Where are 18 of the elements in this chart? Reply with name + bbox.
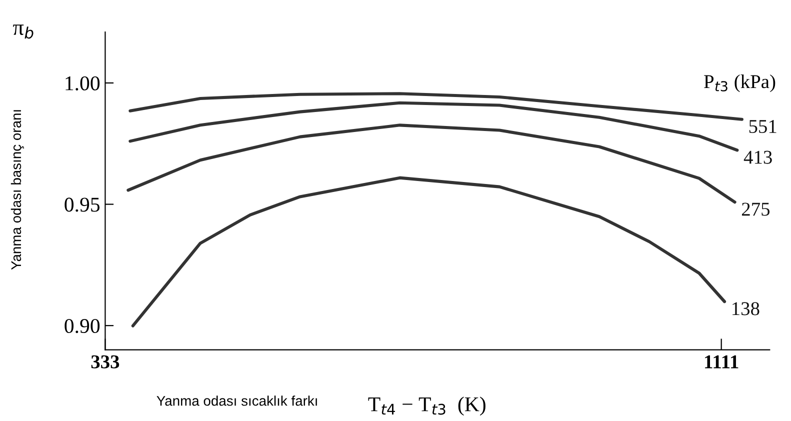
series-label: 275 [742,202,770,216]
line-series [131,176,726,328]
legend-title: P$_{t3}$ (kPa) [704,74,776,92]
x-tick-label: 1111 [705,355,738,368]
y-tick-label: 0.95 [64,198,100,212]
text: Yanma odası sıcaklık farkı [156,396,317,406]
y-tick-label: 0.90 [64,318,100,334]
line-series [128,92,744,121]
y-axis-title: Yanma odası basınç oranı [10,110,24,270]
x-tick-label: 333 [91,355,120,368]
line-series [126,124,736,204]
series-label: 413 [744,150,772,164]
line-series [128,101,739,152]
text: π$_{b}$ [13,24,34,39]
x-axis-title: T$_{t4}$ − T$_{t3}$ (K) [368,396,486,416]
series-label: 138 [732,302,760,316]
series-label: 551 [749,120,776,134]
y-tick-label: 1.00 [66,76,100,90]
